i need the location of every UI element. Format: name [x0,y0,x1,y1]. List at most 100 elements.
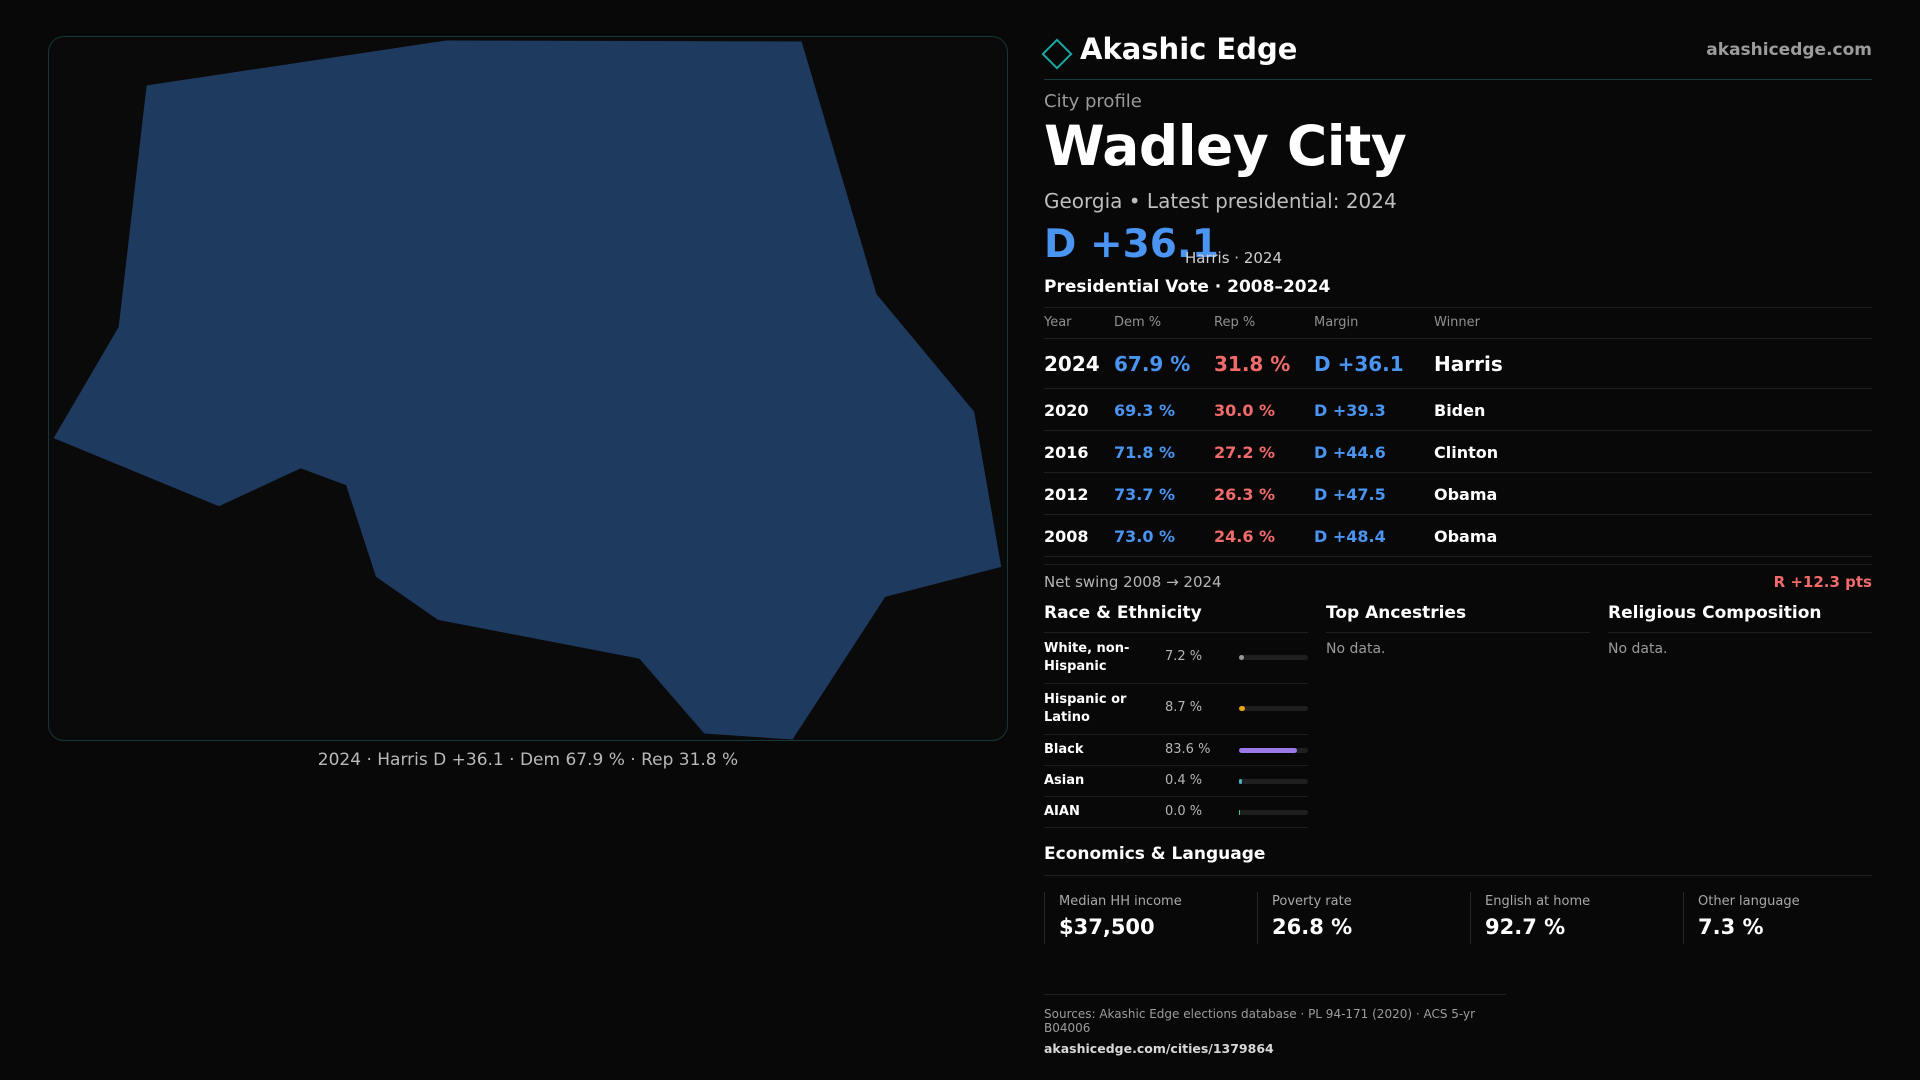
row-year: 2016 [1044,443,1089,462]
race-row: AIAN 0.0 % [1044,797,1308,828]
race-label: Asian [1044,773,1085,788]
race-bar [1239,748,1308,753]
row-rep-pct: 26.3 % [1214,485,1276,504]
col-header-margin: Margin [1314,315,1359,330]
table-row: 2016 71.8 % 27.2 % D +44.6 Clinton [1044,431,1872,473]
race-row: White, non-Hispanic 7.2 % [1044,633,1308,684]
col-header-rep: Rep % [1214,315,1256,330]
row-winner: Biden [1434,401,1486,420]
race-pct: 0.0 % [1165,804,1203,819]
col-header-winner: Winner [1434,315,1481,330]
ancestries-section-title: Top Ancestries [1326,602,1590,633]
race-pct: 7.2 % [1165,649,1203,664]
race-label: White, non-Hispanic [1044,641,1130,674]
brand-name: Akashic Edge [1080,32,1298,66]
table-row: 2008 73.0 % 24.6 % D +48.4 Obama [1044,515,1872,557]
row-year: 2008 [1044,527,1089,546]
page-subtitle: Georgia • Latest presidential: 2024 [1044,189,1397,213]
row-rep-pct: 27.2 % [1214,443,1276,462]
race-bar-fill [1239,655,1244,660]
race-pct: 8.7 % [1165,700,1203,715]
row-dem-pct: 73.7 % [1114,485,1176,504]
race-ethnicity-section: Race & Ethnicity White, non-Hispanic 7.2… [1044,602,1308,828]
row-winner: Obama [1434,527,1498,546]
row-dem-pct: 71.8 % [1114,443,1176,462]
page-title: Wadley City [1044,114,1407,178]
headline-margin: D +36.1 [1044,222,1219,267]
row-dem-pct: 67.9 % [1114,352,1191,376]
race-label: AIAN [1044,804,1080,819]
race-bar [1239,706,1308,711]
table-row: 2024 67.9 % 31.8 % D +36.1 Harris [1044,339,1872,389]
race-bar-fill [1239,810,1241,815]
map-caption: 2024 · Harris D +36.1 · Dem 67.9 % · Rep… [317,750,739,770]
stat-card-poverty: Poverty rate 26.8 % [1257,892,1457,944]
swing-value: R +12.3 pts [1773,573,1872,591]
stat-value: 92.7 % [1485,915,1566,939]
ancestries-empty: No data. [1326,641,1386,657]
stat-value: 26.8 % [1272,915,1353,939]
economics-section-title: Economics & Language [1044,844,1872,876]
row-year: 2012 [1044,485,1089,504]
map-svg [53,40,1002,740]
stat-label: Poverty rate [1272,894,1352,909]
race-bar-fill [1239,706,1245,711]
ancestries-section: Top Ancestries No data. [1326,602,1590,657]
col-header-dem: Dem % [1114,315,1162,330]
swing-label: Net swing 2008 → 2024 [1044,573,1222,591]
stat-card-english: English at home 92.7 % [1470,892,1670,944]
race-label: Hispanic or Latino [1044,692,1127,725]
row-year: 2020 [1044,401,1089,420]
row-margin: D +48.4 [1314,527,1386,546]
row-margin: D +47.5 [1314,485,1386,504]
stat-label: Median HH income [1059,894,1182,909]
race-bar-fill [1239,748,1297,753]
race-bar [1239,810,1308,815]
race-bar [1239,655,1308,660]
race-row: Hispanic or Latino 8.7 % [1044,684,1308,735]
religion-section-title: Religious Composition [1608,602,1872,633]
race-section-title: Race & Ethnicity [1044,602,1308,633]
stat-label: Other language [1698,894,1800,909]
sources-text: Sources: Akashic Edge elections database… [1044,1007,1476,1035]
race-label: Black [1044,742,1084,757]
stat-label: English at home [1485,894,1591,909]
vote-table-header: Year Dem % Rep % Margin Winner [1044,308,1872,339]
profile-kicker: City profile [1044,91,1142,112]
stat-card-other-language: Other language 7.3 % [1683,892,1883,944]
race-pct: 0.4 % [1165,773,1203,788]
vote-table: Year Dem % Rep % Margin Winner 2024 67.9… [1044,307,1872,557]
row-year: 2024 [1044,352,1100,376]
city-boundary-map[interactable] [48,36,1008,741]
row-rep-pct: 24.6 % [1214,527,1276,546]
row-margin: D +44.6 [1314,443,1386,462]
row-winner: Harris [1434,352,1503,376]
row-rep-pct: 31.8 % [1214,352,1291,376]
religion-section: Religious Composition No data. [1608,602,1872,657]
col-header-year: Year [1044,315,1072,330]
row-winner: Clinton [1434,443,1499,462]
net-swing-row: Net swing 2008 → 2024 R +12.3 pts [1044,564,1872,596]
sources-url-link[interactable]: akashicedge.com/cities/1379864 [1044,1041,1274,1056]
brand-url-link[interactable]: akashicedge.com [1706,40,1872,60]
row-dem-pct: 73.0 % [1114,527,1176,546]
table-row: 2012 73.7 % 26.3 % D +47.5 Obama [1044,473,1872,515]
row-margin: D +39.3 [1314,401,1386,420]
headline-winner: Harris · 2024 [1185,249,1283,267]
row-winner: Obama [1434,485,1498,504]
sources-footer: Sources: Akashic Edge elections database… [1044,994,1506,1056]
diamond-icon [1041,38,1073,70]
table-row: 2020 69.3 % 30.0 % D +39.3 Biden [1044,389,1872,431]
race-pct: 83.6 % [1165,742,1211,757]
row-rep-pct: 30.0 % [1214,401,1276,420]
brand-header: Akashic Edge akashicedge.com [1041,32,1872,80]
stat-card-income: Median HH income $37,500 [1044,892,1244,944]
stat-value: $37,500 [1059,915,1155,939]
race-row: Asian 0.4 % [1044,766,1308,797]
race-bar [1239,779,1308,784]
city-boundary-shape[interactable] [53,40,1002,740]
race-bar-fill [1239,779,1243,784]
stat-value: 7.3 % [1698,915,1764,939]
religion-empty: No data. [1608,641,1668,657]
race-row: Black 83.6 % [1044,735,1308,766]
